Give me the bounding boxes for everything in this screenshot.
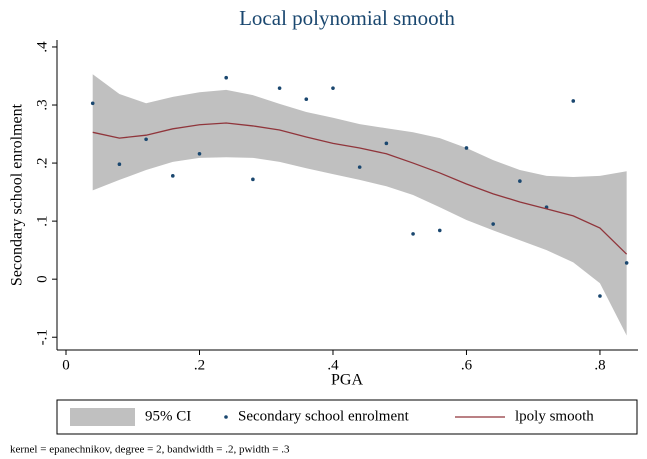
x-tick-label: .4 <box>327 357 339 373</box>
y-tick-label: .4 <box>34 41 50 53</box>
y-tick-label: 0 <box>34 275 50 283</box>
x-tick-label: 0 <box>62 357 70 373</box>
point <box>411 232 415 236</box>
x-tick-label: .8 <box>594 357 605 373</box>
y-tick-label: .1 <box>34 215 50 226</box>
point <box>464 146 469 150</box>
point <box>170 174 175 178</box>
legend-swatch <box>224 415 228 419</box>
legend-swatch <box>70 408 135 426</box>
x-axis-label: PGA <box>331 372 363 389</box>
y-tick-label: .2 <box>34 157 50 168</box>
note: kernel = epanechnikov, degree = 2, bandw… <box>10 444 290 456</box>
point <box>491 222 495 226</box>
legend-label: lpoly smooth <box>515 408 594 424</box>
point <box>518 179 522 183</box>
y-tick-label: -.1 <box>34 329 50 345</box>
ci-band <box>92 74 627 336</box>
point <box>598 294 602 298</box>
point <box>90 101 95 106</box>
smooth-line <box>92 122 628 255</box>
point <box>277 86 282 90</box>
legend-label: 95% CI <box>145 408 191 424</box>
point <box>251 177 255 182</box>
y-tick-label: .3 <box>34 99 50 110</box>
point <box>384 141 389 146</box>
point <box>224 75 228 80</box>
point <box>197 151 202 156</box>
point <box>144 137 148 142</box>
point <box>304 97 309 102</box>
chart-title: Local polynomial smooth <box>239 6 455 30</box>
legend-label: Secondary school enrolment <box>238 408 410 424</box>
point <box>624 261 629 265</box>
point <box>571 99 576 103</box>
point <box>437 228 442 233</box>
point <box>331 86 335 90</box>
legend-box <box>56 399 638 435</box>
point <box>357 165 362 169</box>
x-tick-label: .6 <box>461 357 473 373</box>
x-tick-label: .2 <box>194 357 205 373</box>
y-axis-label: Secondary school enrolment <box>9 103 26 286</box>
point <box>117 162 122 167</box>
